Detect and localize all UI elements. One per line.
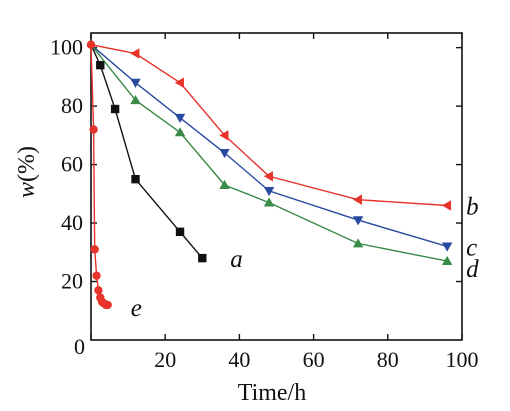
data-point bbox=[441, 255, 453, 265]
data-point bbox=[96, 60, 105, 70]
data-point bbox=[174, 113, 186, 123]
data-point bbox=[219, 148, 230, 159]
data-point bbox=[219, 130, 229, 141]
x-tick-label: 0 bbox=[74, 334, 85, 359]
data-point bbox=[263, 171, 273, 182]
axes: 0 20 40 60 80 100 20 40 60 80 100 bbox=[50, 32, 479, 372]
x-tick-label: 60 bbox=[303, 347, 325, 372]
data-point bbox=[92, 271, 101, 280]
data-point bbox=[352, 238, 364, 248]
x-axis-title: Time/h bbox=[238, 380, 306, 406]
x-tick-label: 40 bbox=[228, 347, 250, 372]
data-point bbox=[131, 174, 140, 184]
series-line bbox=[90, 44, 203, 259]
data-point bbox=[174, 77, 184, 88]
series-line bbox=[90, 44, 448, 248]
y-tick-label: 100 bbox=[50, 35, 83, 60]
series-line bbox=[90, 44, 448, 207]
y-tick-label: 80 bbox=[61, 93, 83, 118]
series-label-e: e bbox=[131, 295, 142, 322]
series-label-d: d bbox=[466, 256, 479, 283]
series-labels: a bcd e bbox=[131, 194, 479, 322]
series-c bbox=[90, 44, 453, 252]
x-tick-label: 100 bbox=[446, 347, 479, 372]
data-point bbox=[175, 227, 185, 237]
y-tick-label: 20 bbox=[61, 269, 83, 294]
series-e bbox=[86, 40, 112, 310]
plot-frame bbox=[90, 32, 463, 341]
y-axis-title-symbol: w bbox=[14, 182, 40, 198]
series-a bbox=[90, 44, 207, 263]
series-layer bbox=[86, 40, 453, 310]
data-point bbox=[198, 253, 207, 263]
data-point bbox=[86, 40, 96, 49]
data-point bbox=[263, 186, 275, 197]
series-label-c: c bbox=[466, 234, 477, 261]
data-point bbox=[103, 300, 112, 310]
data-point bbox=[94, 286, 103, 295]
data-point bbox=[352, 194, 363, 205]
series-line bbox=[90, 44, 448, 262]
data-point bbox=[130, 78, 141, 88]
data-point bbox=[352, 216, 364, 226]
series-line bbox=[90, 44, 108, 306]
data-point bbox=[130, 95, 141, 105]
data-point bbox=[219, 179, 230, 189]
x-tick-label: 20 bbox=[154, 347, 176, 372]
series-b bbox=[90, 44, 452, 211]
data-point bbox=[441, 200, 452, 211]
data-point bbox=[441, 242, 453, 252]
series-label-b: b bbox=[466, 194, 479, 221]
data-point bbox=[174, 127, 186, 137]
y-tick-label: 60 bbox=[61, 152, 83, 177]
y-axis-title: w(%) bbox=[14, 146, 40, 198]
x-tick-label: 80 bbox=[377, 347, 399, 372]
data-point bbox=[130, 48, 140, 59]
data-point bbox=[89, 125, 98, 134]
data-point bbox=[90, 245, 99, 254]
series-d bbox=[90, 44, 453, 265]
y-tick-label: 40 bbox=[61, 210, 83, 235]
y-axis-title-unit: (%) bbox=[14, 146, 40, 182]
data-point bbox=[110, 104, 120, 114]
data-point bbox=[263, 197, 275, 207]
series-label-a: a bbox=[230, 246, 243, 273]
